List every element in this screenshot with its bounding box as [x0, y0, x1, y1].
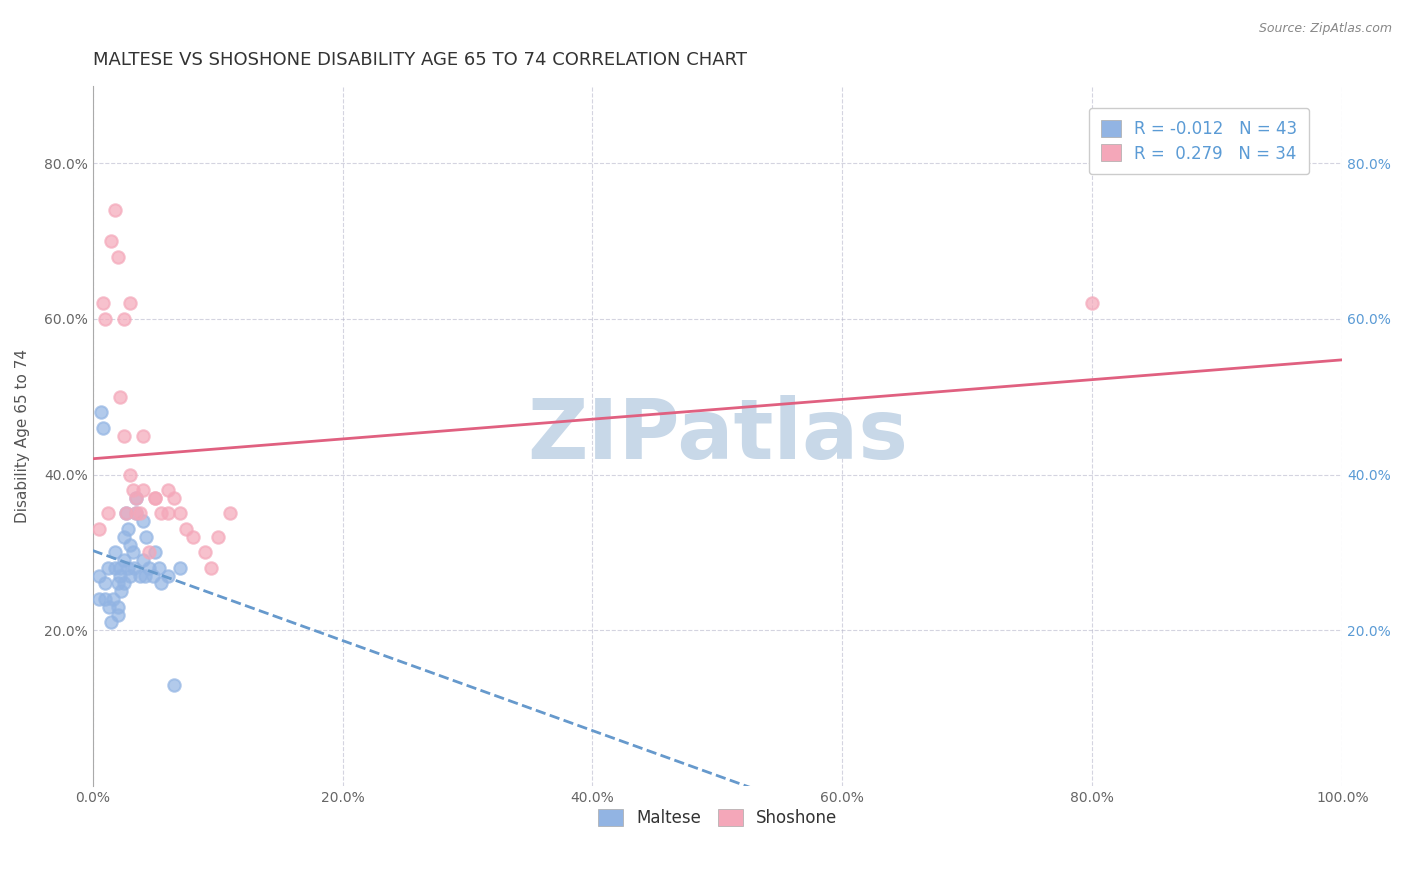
- Point: [1081, 296, 1104, 310]
- Point: [156, 568, 179, 582]
- Point: [200, 561, 222, 575]
- Point: [131, 428, 153, 442]
- Point: [87, 568, 110, 582]
- Point: [107, 599, 129, 614]
- Legend: Maltese, Shoshone: Maltese, Shoshone: [591, 802, 844, 833]
- Point: [108, 568, 131, 582]
- Point: [131, 553, 153, 567]
- Point: [112, 576, 135, 591]
- Point: [115, 507, 138, 521]
- Point: [117, 522, 139, 536]
- Point: [169, 507, 191, 521]
- Point: [207, 530, 229, 544]
- Point: [97, 507, 120, 521]
- Point: [142, 568, 165, 582]
- Point: [163, 491, 186, 505]
- Point: [112, 553, 135, 567]
- Point: [125, 507, 148, 521]
- Point: [107, 607, 129, 622]
- Point: [121, 545, 143, 559]
- Point: [112, 428, 135, 442]
- Text: MALTESE VS SHOSHONE DISABILITY AGE 65 TO 74 CORRELATION CHART: MALTESE VS SHOSHONE DISABILITY AGE 65 TO…: [93, 51, 747, 69]
- Point: [125, 491, 148, 505]
- Point: [150, 507, 173, 521]
- Point: [115, 507, 138, 521]
- Point: [107, 250, 129, 264]
- Point: [120, 568, 142, 582]
- Point: [181, 530, 204, 544]
- Point: [87, 522, 110, 536]
- Point: [138, 561, 160, 575]
- Point: [148, 561, 170, 575]
- Point: [219, 507, 242, 521]
- Text: Source: ZipAtlas.com: Source: ZipAtlas.com: [1258, 22, 1392, 36]
- Point: [112, 530, 135, 544]
- Text: ZIPatlas: ZIPatlas: [527, 395, 908, 476]
- Point: [100, 234, 122, 248]
- Point: [94, 576, 117, 591]
- Y-axis label: Disability Age 65 to 74: Disability Age 65 to 74: [15, 349, 30, 523]
- Point: [100, 615, 122, 630]
- Point: [143, 491, 166, 505]
- Point: [91, 296, 114, 310]
- Point: [125, 491, 148, 505]
- Point: [135, 530, 157, 544]
- Point: [129, 568, 152, 582]
- Point: [176, 522, 198, 536]
- Point: [134, 568, 156, 582]
- Point: [104, 561, 127, 575]
- Point: [169, 561, 191, 575]
- Point: [104, 545, 127, 559]
- Point: [120, 538, 142, 552]
- Point: [108, 561, 131, 575]
- Point: [143, 491, 166, 505]
- Point: [101, 592, 124, 607]
- Point: [90, 405, 112, 419]
- Point: [138, 545, 160, 559]
- Point: [120, 467, 142, 482]
- Point: [108, 390, 131, 404]
- Point: [97, 561, 120, 575]
- Point: [129, 507, 152, 521]
- Point: [143, 545, 166, 559]
- Point: [150, 576, 173, 591]
- Point: [112, 312, 135, 326]
- Point: [131, 483, 153, 497]
- Point: [120, 296, 142, 310]
- Point: [110, 584, 132, 599]
- Point: [131, 514, 153, 528]
- Point: [94, 592, 117, 607]
- Point: [121, 483, 143, 497]
- Point: [122, 561, 145, 575]
- Point: [156, 507, 179, 521]
- Point: [156, 483, 179, 497]
- Point: [91, 421, 114, 435]
- Point: [104, 202, 127, 217]
- Point: [107, 576, 129, 591]
- Point: [163, 678, 186, 692]
- Point: [117, 561, 139, 575]
- Point: [94, 312, 117, 326]
- Point: [125, 507, 148, 521]
- Point: [87, 592, 110, 607]
- Point: [194, 545, 217, 559]
- Point: [97, 599, 120, 614]
